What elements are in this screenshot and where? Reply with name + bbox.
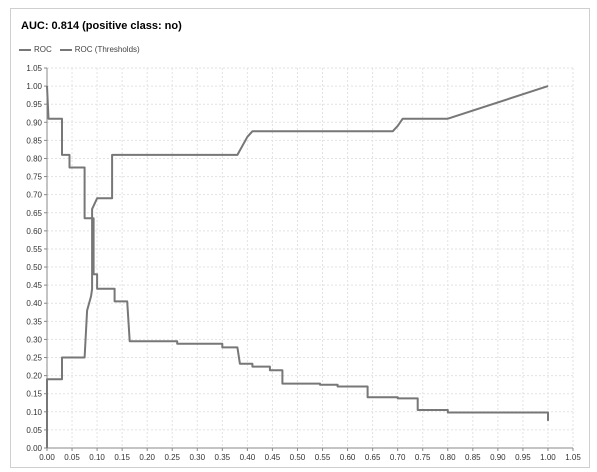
x-tick-label: 0.20: [139, 453, 155, 462]
x-tick-label: 0.25: [164, 453, 180, 462]
series-line-roc-thresholds: [46, 86, 549, 421]
y-tick-label: 0.90: [26, 118, 42, 127]
y-tick-label: 0.75: [26, 173, 42, 182]
y-tick-label: 0.20: [26, 372, 42, 381]
chart-title: AUC: 0.814 (positive class: no): [21, 20, 182, 32]
y-tick-label: 0.10: [26, 408, 42, 417]
legend-swatch-roc-thresholds: [59, 48, 72, 51]
y-tick-label: 0.70: [26, 191, 42, 200]
x-tick-label: 0.15: [114, 453, 130, 462]
y-tick-label: 0.50: [26, 263, 42, 272]
x-tick-label: 0.85: [465, 453, 481, 462]
y-tick-label: 0.15: [26, 390, 42, 399]
y-tick-label: 0.60: [26, 227, 42, 236]
legend-label-roc-thresholds: ROC (Thresholds): [74, 45, 140, 54]
y-tick-label: 0.80: [26, 154, 42, 163]
y-tick-label: 0.40: [26, 299, 42, 308]
x-tick-label: 1.00: [540, 453, 556, 462]
x-tick-label: 0.40: [240, 453, 256, 462]
legend-item-roc-thresholds[interactable]: ROC (Thresholds): [59, 45, 140, 54]
plot-area: [47, 68, 573, 448]
x-tick-label: 0.50: [290, 453, 306, 462]
x-tick-label: 0.35: [215, 453, 231, 462]
series-line-roc: [46, 85, 549, 448]
x-tick-label: 1.05: [565, 453, 581, 462]
y-tick-label: 0.35: [26, 317, 42, 326]
y-tick-label: 1.00: [26, 82, 42, 91]
x-tick-label: 0.45: [265, 453, 281, 462]
x-tick-label: 0.65: [365, 453, 381, 462]
legend-swatch-roc: [19, 48, 31, 51]
x-tick-label: 0.55: [315, 453, 331, 462]
legend-item-roc[interactable]: ROC: [19, 45, 52, 54]
x-tick-label: 0.75: [415, 453, 431, 462]
y-tick-label: 0.45: [26, 281, 42, 290]
x-tick-label: 0.30: [189, 453, 205, 462]
x-tick-label: 0.60: [340, 453, 356, 462]
chart-legend: ROC ROC (Thresholds): [19, 45, 148, 54]
y-tick-label: 0.65: [26, 209, 42, 218]
y-tick-label: 0.00: [26, 444, 42, 453]
y-tick-label: 0.05: [26, 426, 42, 435]
y-tick-label: 1.05: [26, 64, 42, 73]
x-tick-label: 0.70: [390, 453, 406, 462]
x-tick-label: 0.90: [490, 453, 506, 462]
y-tick-label: 0.85: [26, 136, 42, 145]
x-tick-label: 0.00: [39, 453, 55, 462]
x-tick-label: 0.95: [515, 453, 531, 462]
y-tick-label: 0.30: [26, 335, 42, 344]
x-tick-label: 0.80: [440, 453, 456, 462]
y-tick-label: 0.25: [26, 354, 42, 363]
y-tick-label: 0.55: [26, 245, 42, 254]
legend-label-roc: ROC: [34, 45, 52, 54]
y-tick-label: 0.95: [26, 100, 42, 109]
x-tick-label: 0.05: [64, 453, 80, 462]
x-tick-label: 0.10: [89, 453, 105, 462]
